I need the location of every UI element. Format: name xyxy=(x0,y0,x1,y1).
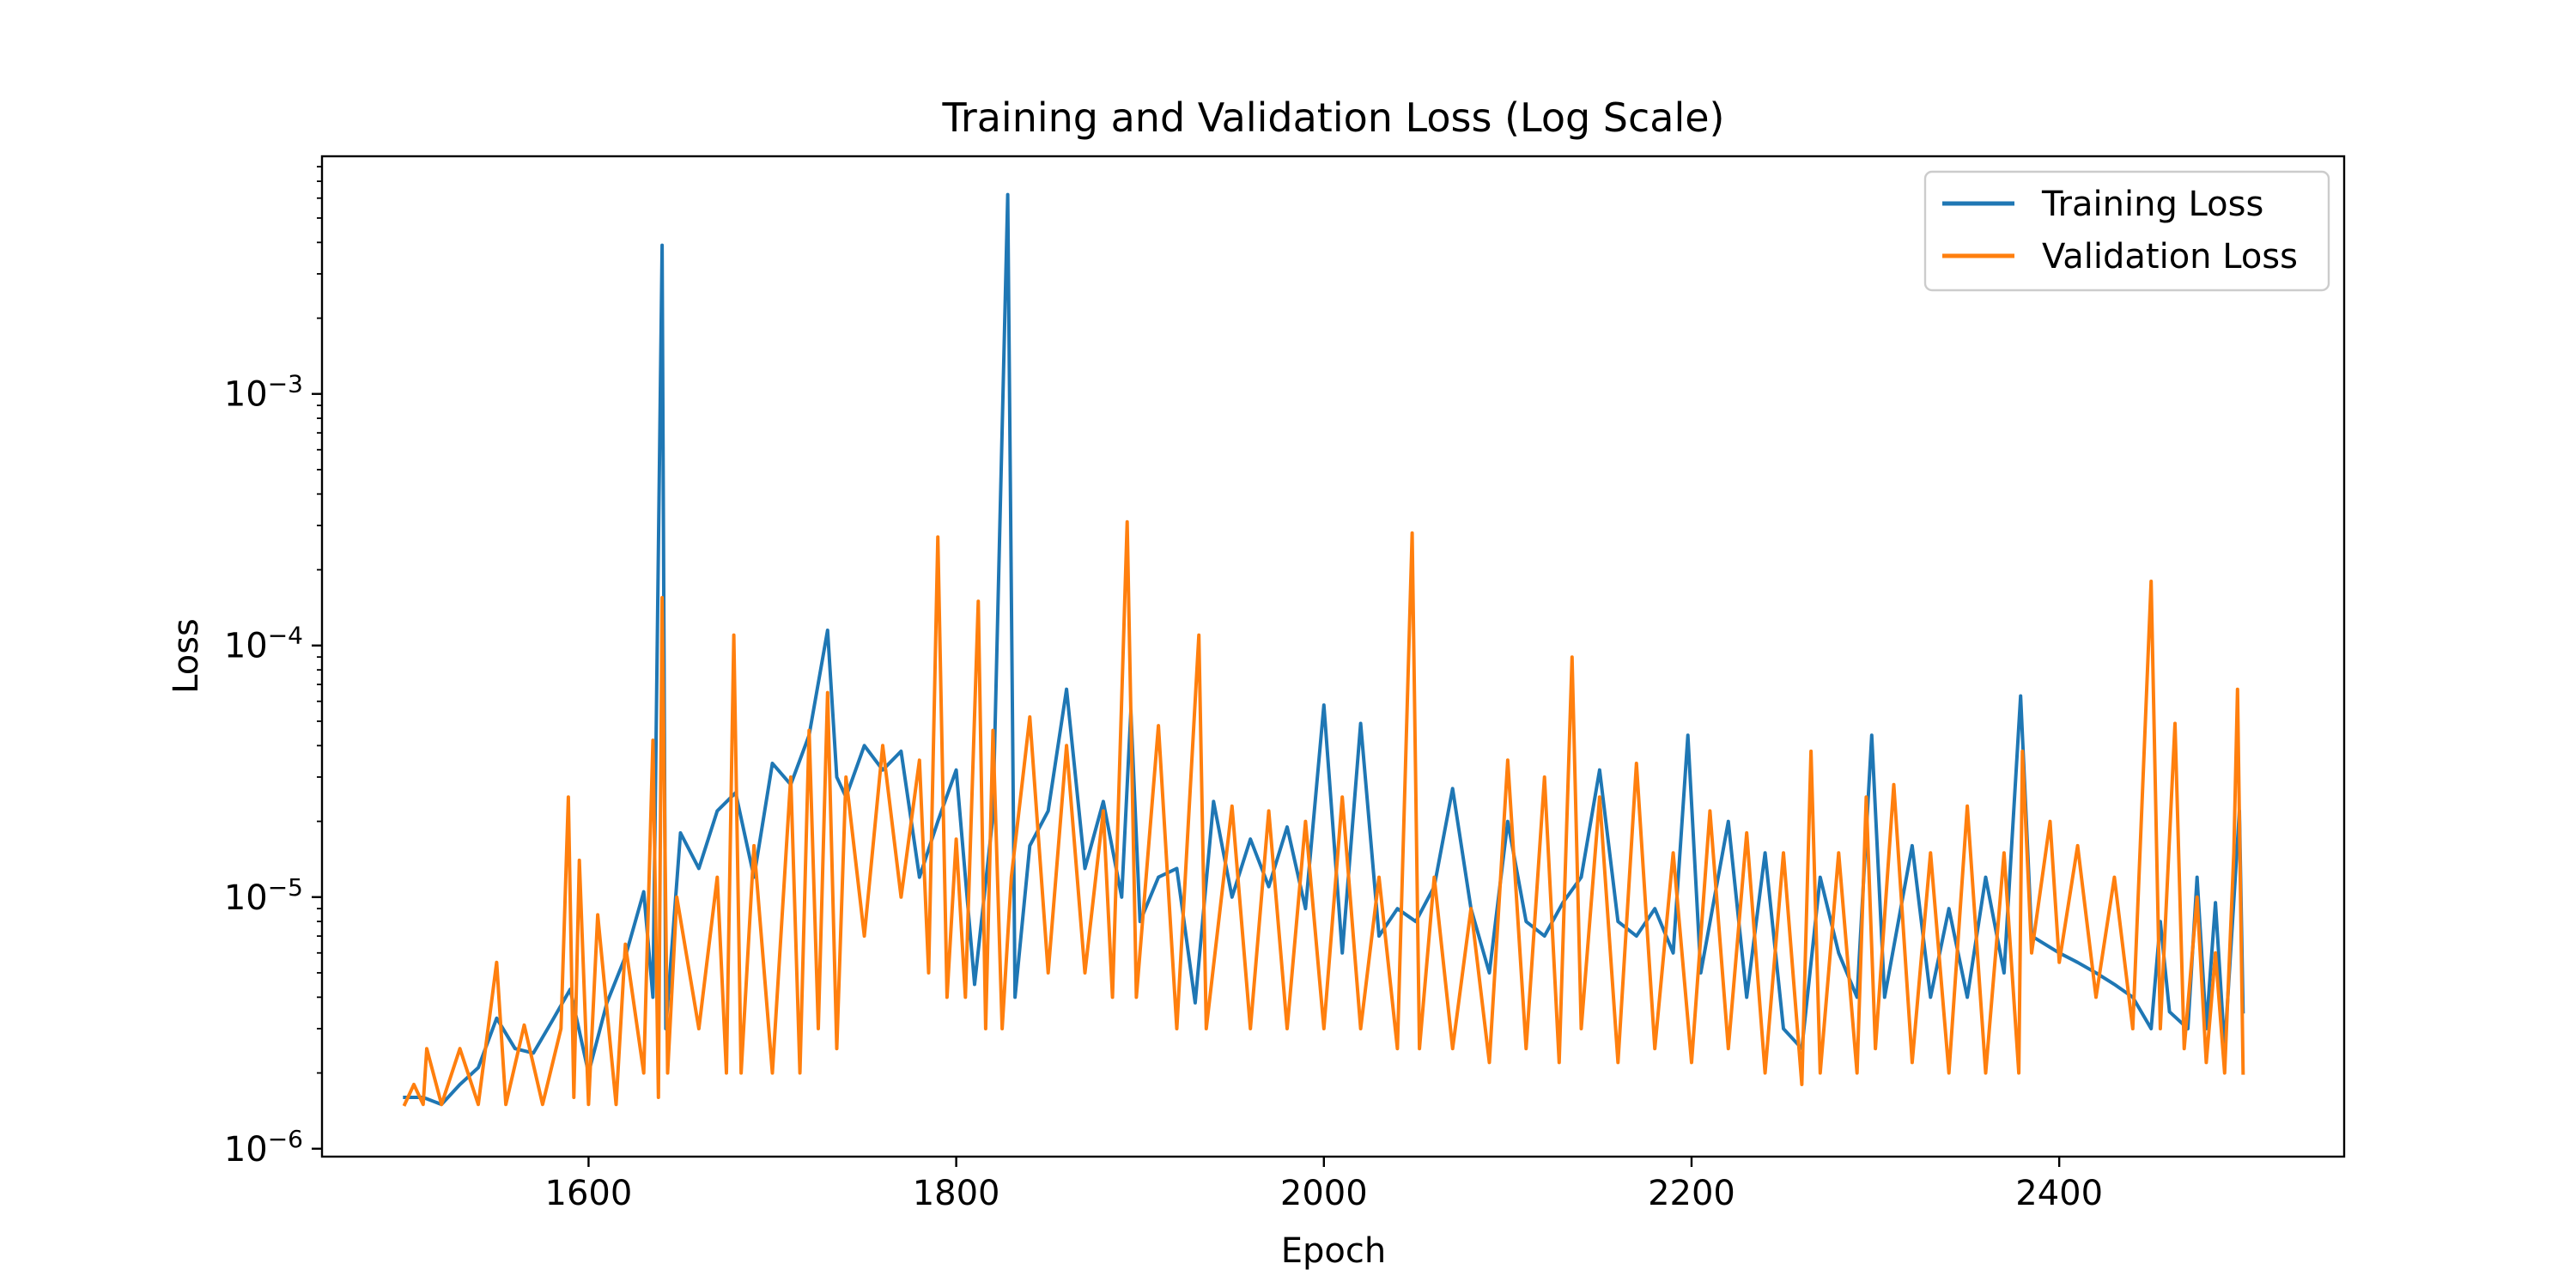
x-tick-label: 2400 xyxy=(2015,1174,2103,1213)
legend-label-validation: Validation Loss xyxy=(2042,237,2298,276)
x-tick-label: 1800 xyxy=(913,1174,1000,1213)
x-tick-label: 1600 xyxy=(545,1174,633,1213)
series-line-training-loss xyxy=(403,192,2245,1107)
legend-label-training: Training Loss xyxy=(2041,185,2263,224)
legend: Training Loss Validation Loss xyxy=(1923,170,2330,292)
plot-area xyxy=(402,192,2245,1107)
x-axis-ticks: 1600 1800 2000 2200 2400 xyxy=(545,1157,2103,1213)
y-tick-label: 10−4 xyxy=(224,622,303,666)
series-layer xyxy=(402,192,2245,1107)
x-tick-label: 2200 xyxy=(1648,1174,1735,1213)
y-tick-label: 10−6 xyxy=(224,1125,303,1170)
series-line-validation-loss xyxy=(402,519,2245,1107)
y-tick-label: 10−5 xyxy=(224,873,303,918)
legend-box xyxy=(1923,170,2330,292)
chart-title: Training and Validation Loss (Log Scale) xyxy=(941,94,1724,141)
y-tick-label: 10−3 xyxy=(224,370,303,415)
x-axis-label: Epoch xyxy=(1281,1231,1386,1271)
y-axis-label: Loss xyxy=(167,618,206,694)
y-axis-ticks: 10−6 10−5 10−4 10−3 xyxy=(224,166,322,1170)
x-tick-label: 2000 xyxy=(1280,1174,1368,1213)
